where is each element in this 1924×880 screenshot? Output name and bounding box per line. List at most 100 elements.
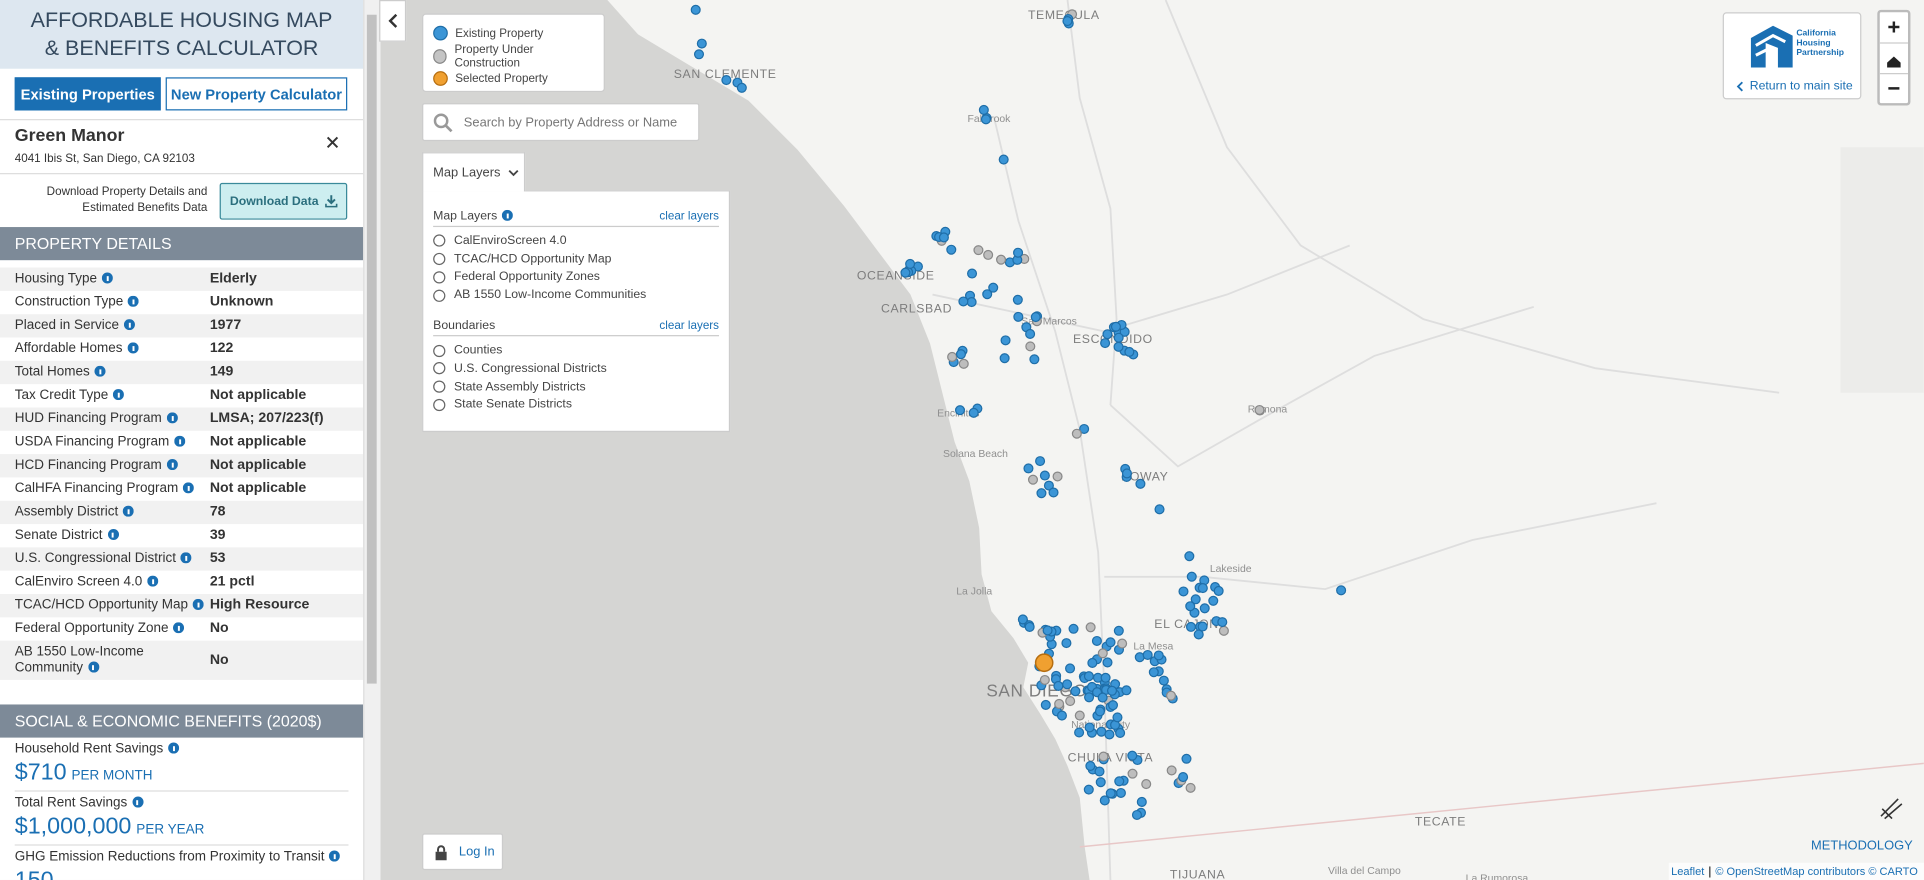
property-marker[interactable] (1142, 649, 1153, 661)
property-marker[interactable] (1013, 311, 1024, 322)
property-marker[interactable] (1025, 341, 1036, 352)
close-button[interactable] (326, 136, 339, 148)
layer-option[interactable]: State Senate Districts (433, 396, 719, 414)
property-marker[interactable] (1153, 650, 1164, 661)
property-marker[interactable] (978, 104, 989, 115)
layers-toggle[interactable]: Map Layers (422, 152, 526, 192)
property-marker[interactable] (1136, 796, 1147, 807)
layer-option[interactable]: State Assembly Districts (433, 378, 719, 396)
property-marker[interactable] (1054, 698, 1065, 709)
draw-tool[interactable] (1877, 794, 1904, 821)
property-marker[interactable] (1074, 710, 1085, 721)
property-marker[interactable] (1097, 692, 1108, 703)
info-icon[interactable] (132, 796, 144, 808)
layer-option[interactable]: AB 1550 Low-Income Communities (433, 286, 719, 304)
login-button[interactable]: Log In (422, 833, 504, 871)
info-icon[interactable] (127, 342, 139, 354)
layer-option[interactable]: CalEnviroScreen 4.0 (433, 232, 719, 250)
scroll-thumb[interactable] (366, 14, 377, 684)
layer-option[interactable]: Federal Opportunity Zones (433, 268, 719, 286)
property-marker[interactable] (1121, 685, 1132, 696)
property-marker[interactable] (1127, 768, 1138, 779)
property-marker[interactable] (1097, 648, 1108, 659)
radio[interactable] (433, 271, 446, 284)
property-marker[interactable] (1197, 621, 1208, 632)
zoom-in[interactable] (1888, 21, 1900, 33)
property-marker[interactable] (1091, 635, 1102, 647)
property-marker[interactable] (1065, 663, 1076, 674)
property-marker[interactable] (1105, 637, 1116, 648)
radio[interactable] (433, 380, 446, 393)
radio[interactable] (433, 234, 446, 248)
property-marker[interactable] (1084, 692, 1095, 703)
property-marker[interactable] (1185, 621, 1197, 632)
property-marker[interactable] (1065, 696, 1076, 707)
collapse-button[interactable] (379, 0, 407, 42)
property-marker[interactable] (1070, 686, 1081, 697)
property-marker[interactable] (1110, 321, 1121, 332)
property-marker[interactable] (1085, 622, 1096, 633)
info-icon[interactable] (113, 389, 125, 401)
property-marker[interactable] (946, 244, 957, 255)
property-marker[interactable] (1104, 729, 1115, 740)
property-marker[interactable] (690, 4, 701, 15)
property-marker[interactable] (980, 114, 991, 125)
property-marker[interactable] (966, 296, 977, 308)
property-marker[interactable] (955, 349, 967, 360)
radio[interactable] (433, 362, 446, 375)
property-marker[interactable] (967, 268, 978, 279)
property-marker[interactable] (1154, 504, 1165, 515)
property-marker[interactable] (1184, 551, 1195, 562)
info-icon[interactable] (180, 552, 192, 564)
radio[interactable] (433, 289, 446, 302)
property-marker[interactable] (1186, 571, 1197, 582)
property-marker[interactable] (954, 405, 966, 416)
home-button[interactable] (1887, 56, 1901, 68)
property-marker[interactable] (1099, 795, 1110, 806)
property-marker[interactable] (1166, 765, 1177, 776)
property-marker[interactable] (958, 358, 969, 369)
property-marker[interactable] (1098, 751, 1109, 762)
methodology-link[interactable]: METHODOLOGY (1811, 838, 1913, 853)
tab-calculator[interactable]: New Property Calculator (165, 77, 348, 111)
clear-layers[interactable]: clear layers (659, 319, 720, 333)
property-marker[interactable] (1043, 480, 1054, 491)
info-icon[interactable] (166, 459, 178, 471)
property-marker[interactable] (1024, 621, 1035, 632)
property-marker[interactable] (1100, 672, 1111, 683)
info-icon[interactable] (147, 575, 159, 587)
property-marker[interactable] (1112, 712, 1123, 723)
property-marker[interactable] (1181, 753, 1192, 764)
property-marker[interactable] (1085, 760, 1096, 771)
property-marker[interactable] (1083, 671, 1094, 682)
search-box[interactable]: Search by Property Address or Name (422, 103, 700, 142)
property-marker[interactable] (736, 82, 747, 93)
property-marker[interactable] (1039, 470, 1050, 481)
property-marker[interactable] (1040, 699, 1051, 710)
property-marker[interactable] (982, 289, 993, 300)
property-marker[interactable] (1208, 595, 1219, 606)
property-marker[interactable] (1053, 680, 1064, 691)
property-marker[interactable] (905, 258, 916, 269)
property-marker[interactable] (1095, 777, 1106, 788)
property-marker[interactable] (1025, 328, 1036, 339)
property-marker[interactable] (1068, 623, 1079, 634)
property-marker[interactable] (947, 351, 958, 362)
property-marker[interactable] (1029, 354, 1040, 365)
property-marker[interactable] (1000, 335, 1011, 346)
property-marker[interactable] (1148, 667, 1159, 678)
property-marker[interactable] (1113, 341, 1124, 352)
property-marker[interactable] (1023, 463, 1034, 474)
property-marker[interactable] (1094, 766, 1105, 777)
info-icon[interactable] (183, 482, 195, 494)
property-marker[interactable] (1039, 674, 1050, 686)
property-marker[interactable] (1141, 779, 1152, 790)
property-marker[interactable] (999, 353, 1010, 364)
property-marker[interactable] (1178, 586, 1189, 597)
property-marker[interactable] (1084, 722, 1095, 733)
property-marker[interactable] (1178, 772, 1189, 783)
property-marker[interactable] (1094, 706, 1105, 717)
property-marker[interactable] (988, 282, 999, 293)
radio[interactable] (433, 344, 446, 357)
property-marker[interactable] (938, 232, 949, 243)
